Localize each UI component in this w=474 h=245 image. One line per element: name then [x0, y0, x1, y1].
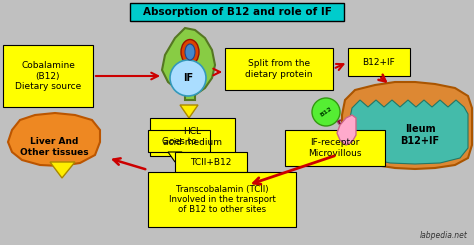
FancyBboxPatch shape — [148, 130, 210, 152]
Text: B12+IF: B12+IF — [363, 58, 395, 66]
FancyBboxPatch shape — [285, 130, 385, 166]
Text: Cobalamine
(B12)
Dietary source: Cobalamine (B12) Dietary source — [15, 61, 81, 91]
Circle shape — [170, 60, 206, 96]
Text: Absorption of B12 and role of IF: Absorption of B12 and role of IF — [143, 7, 331, 17]
Text: Transcobalamin (TCII)
Involved in the transport
of B12 to other sites: Transcobalamin (TCII) Involved in the tr… — [169, 184, 275, 214]
Polygon shape — [50, 162, 75, 178]
FancyBboxPatch shape — [348, 48, 410, 76]
Text: IF: IF — [183, 73, 193, 83]
Text: IF: IF — [336, 118, 344, 126]
FancyBboxPatch shape — [148, 172, 296, 227]
FancyBboxPatch shape — [3, 45, 93, 107]
FancyBboxPatch shape — [175, 152, 247, 172]
Polygon shape — [180, 105, 198, 118]
Text: Ileum
B12+IF: Ileum B12+IF — [401, 124, 439, 146]
Text: TCII+B12: TCII+B12 — [191, 158, 232, 167]
Text: HCL
acid medium: HCL acid medium — [163, 127, 222, 147]
Polygon shape — [168, 152, 182, 162]
FancyBboxPatch shape — [130, 3, 344, 21]
Circle shape — [312, 98, 340, 126]
FancyBboxPatch shape — [150, 118, 235, 156]
Ellipse shape — [181, 39, 199, 64]
Text: Goes to: Goes to — [162, 136, 196, 146]
Text: B12: B12 — [319, 106, 333, 118]
Polygon shape — [342, 82, 472, 169]
Polygon shape — [162, 28, 215, 100]
FancyBboxPatch shape — [225, 48, 333, 90]
Text: labpedia.net: labpedia.net — [420, 231, 468, 240]
Text: Split from the
dietary protein: Split from the dietary protein — [245, 59, 313, 79]
Polygon shape — [337, 115, 356, 145]
Ellipse shape — [185, 44, 195, 60]
Polygon shape — [350, 100, 468, 164]
Text: Liver And
Other tissues: Liver And Other tissues — [20, 137, 88, 157]
Text: IF-receptor
Microvillous: IF-receptor Microvillous — [308, 138, 362, 158]
Polygon shape — [8, 113, 100, 166]
